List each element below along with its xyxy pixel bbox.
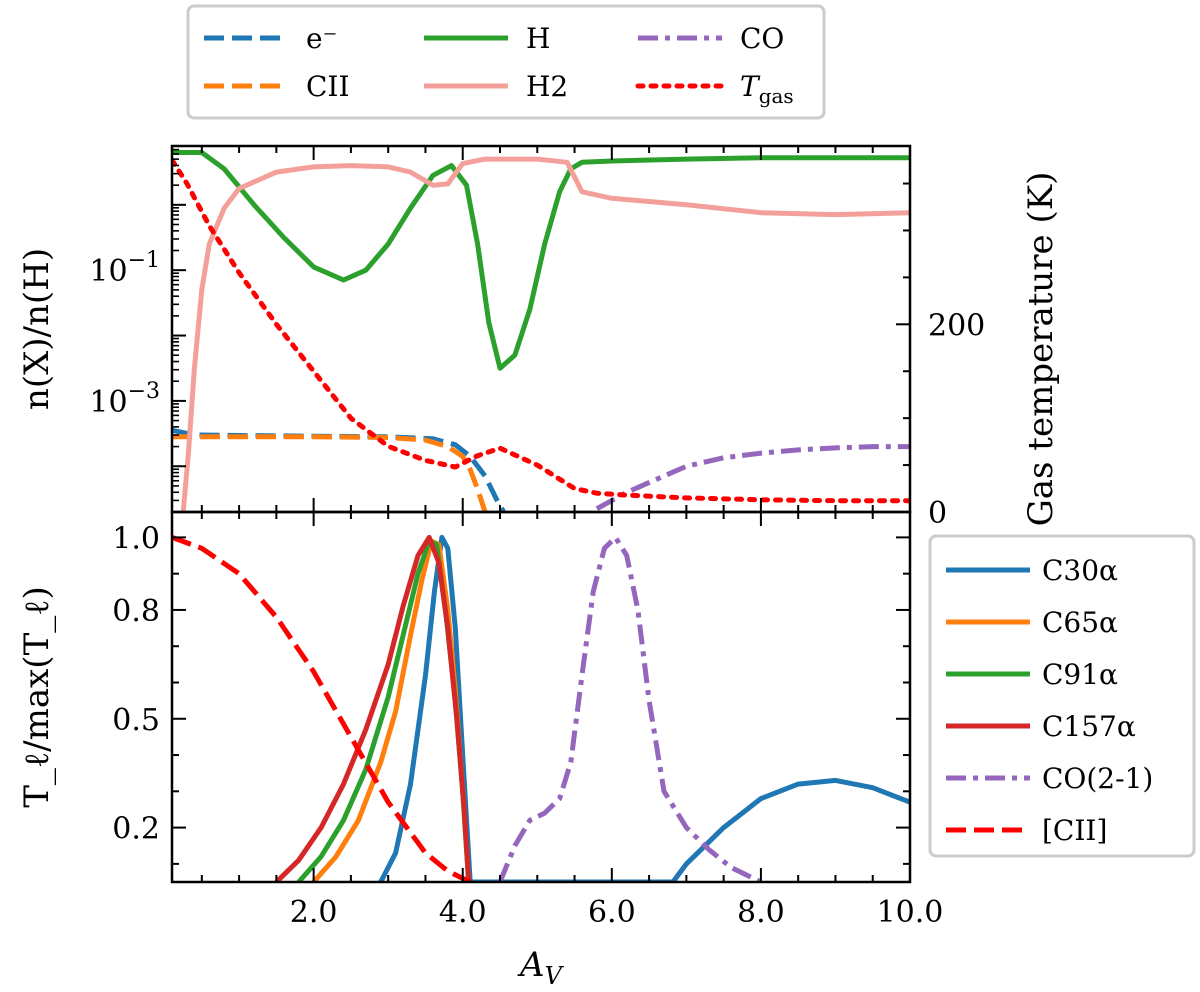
series-line-cii <box>172 535 472 882</box>
series-line-h2 <box>180 156 910 512</box>
legend-label-e: e⁻ <box>306 22 337 55</box>
y-tick-label: 10−3 <box>89 379 160 420</box>
legend-label-co-2-1: CO(2-1) <box>1042 762 1153 795</box>
x-axis-label-sub: V <box>545 962 565 990</box>
series-line-c30α <box>378 534 910 882</box>
legend-label-h2: H2 <box>526 70 568 103</box>
legend-label-sub: gas <box>759 84 794 108</box>
series-line-e <box>172 427 506 512</box>
series-line-co <box>595 444 910 511</box>
top-legend-box <box>186 4 826 120</box>
legend-label-main: T <box>740 70 761 103</box>
y-tick-label-base: 10 <box>89 254 127 289</box>
top-plot-frame <box>170 144 912 514</box>
legend-label-c91α: C91α <box>1042 658 1118 691</box>
top-y-axis-label: n(X)/n(H) <box>17 248 57 410</box>
series-line-co-2-1 <box>497 534 762 882</box>
y2-tick-label: 200 <box>928 308 985 343</box>
y-tick-label-exponent: −3 <box>128 379 160 404</box>
bottom-y-axis-label: T_ℓ/max(T_ℓ) <box>17 586 57 808</box>
y2-axis-label: Gas temperature (K) <box>1021 172 1061 527</box>
legends: e⁻ CII H H2 CO Tgas C30α C65α C91α C157α CO(2-1) [C… <box>186 4 1196 858</box>
legend-label-co: CO <box>740 22 784 55</box>
x-tick-label: 6.0 <box>588 895 636 930</box>
y-tick-label-base: 10 <box>89 385 127 420</box>
y2-tick-label: 0 <box>928 496 947 531</box>
x-tick-label: 4.0 <box>439 895 487 930</box>
y-tick-label: 0.2 <box>112 812 160 847</box>
y-tick-label-exponent: −1 <box>128 248 160 273</box>
legend-label-c65α: C65α <box>1042 606 1118 639</box>
x-axis-label: AV <box>517 945 565 990</box>
legend-label-tgas: Tgas <box>740 70 794 108</box>
legend-label-h: H <box>526 22 550 55</box>
legend-label-cii: [CII] <box>1042 814 1107 847</box>
series-line-h <box>172 150 910 371</box>
series-line-cii <box>172 434 488 512</box>
legend-label-c157α: C157α <box>1042 710 1136 743</box>
bottom-plot-frame <box>170 510 912 884</box>
axis-labels: AVn(X)/n(H) Gas temperature (K)T_ℓ/max(T_… <box>17 172 1061 990</box>
y-tick-label: 10−1 <box>89 248 160 289</box>
x-tick-label: 8.0 <box>737 895 785 930</box>
y-tick-label: 0.5 <box>112 703 160 738</box>
series-line-c157α <box>274 534 472 882</box>
series-line-tgas <box>172 157 910 504</box>
bottom-panel: 2.0 4.0 6.0 8.0 10.0 0.2 0.5 0.8 1.0 <box>112 510 944 930</box>
y-tick-label: 0.8 <box>112 594 160 629</box>
legend-label-cii: CII <box>306 70 350 103</box>
x-tick-label: 2.0 <box>290 895 338 930</box>
y-tick-label: 1.0 <box>112 521 160 556</box>
x-axis-label-main: A <box>517 945 545 985</box>
legend-label-c30α: C30α <box>1042 554 1118 587</box>
x-tick-label: 10.0 <box>877 895 944 930</box>
